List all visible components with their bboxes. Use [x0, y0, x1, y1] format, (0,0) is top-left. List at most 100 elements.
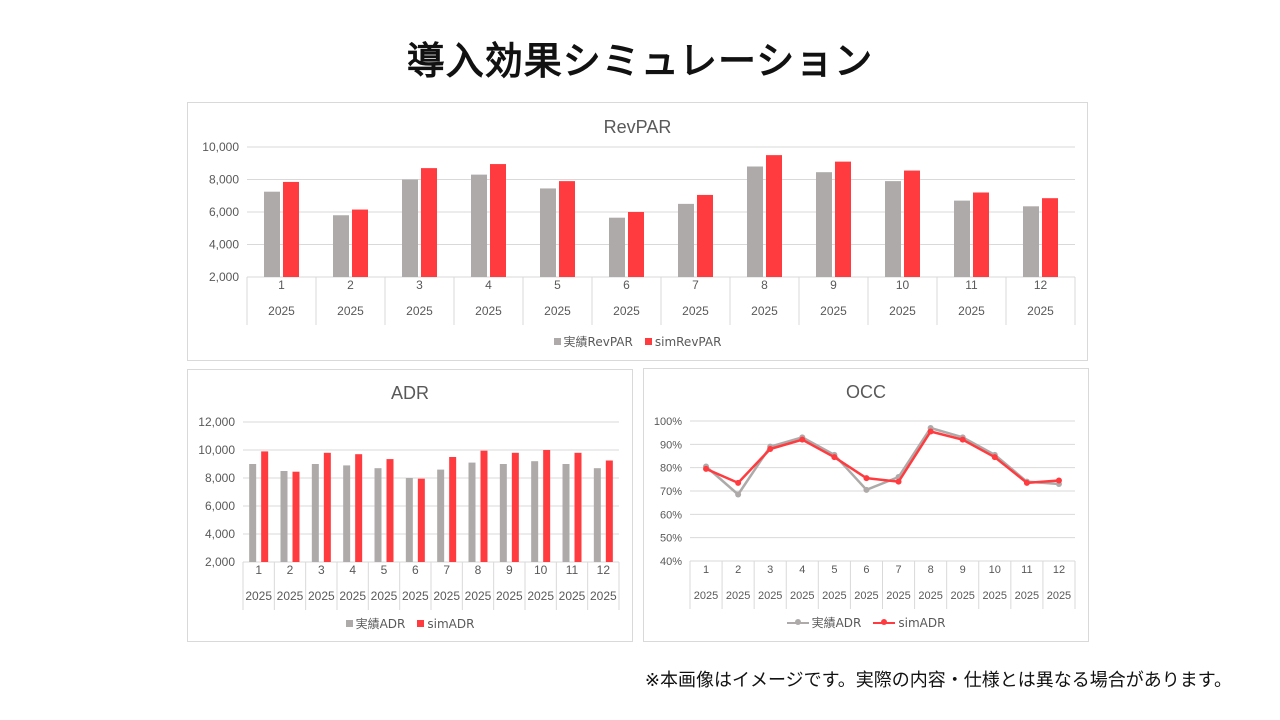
x-tick-label: 6	[412, 563, 419, 577]
bar-actual	[280, 471, 288, 562]
x-group-label: 2025	[402, 589, 429, 603]
y-tick-label: 100%	[654, 416, 682, 428]
x-group-label: 2025	[308, 589, 335, 603]
bar-sim	[355, 454, 363, 562]
x-tick-label: 10	[534, 563, 548, 577]
data-point-sim	[1023, 479, 1030, 486]
y-tick-label: 8,000	[205, 471, 235, 485]
bar-sim	[480, 450, 488, 562]
legend-swatch-actual	[345, 620, 353, 627]
bar-actual	[885, 181, 901, 277]
bar-actual	[593, 468, 601, 562]
bar-sim	[543, 450, 551, 562]
x-tick-label: 12	[597, 563, 611, 577]
legend-item-actual: 実績ADR	[345, 615, 406, 632]
data-point-sim	[831, 454, 838, 461]
bar-sim	[766, 155, 782, 277]
data-point-sim	[895, 478, 902, 485]
occ-chart-panel: OCC 40% 50% 60% 70% 80% 90% 100% 1 2025 2 2025 3 202…	[643, 368, 1089, 642]
x-tick-label: 5	[831, 564, 837, 576]
x-group-label: 2025	[758, 590, 782, 602]
y-tick-label: 40%	[660, 556, 682, 568]
bar-sim	[490, 164, 506, 277]
x-tick-label: 11	[1021, 564, 1032, 576]
data-point-sim	[735, 479, 742, 486]
bar-sim	[904, 170, 920, 277]
occ-chart-svg: 40% 50% 60% 70% 80% 90% 100% 1 2025 2 2025 3 2025 4 20…	[654, 416, 1076, 609]
adr-chart-svg: 2,000 4,000 6,000 8,000 10,000 12,000 1 2025 2 20…	[198, 415, 620, 610]
legend-label: 実績ADR	[355, 617, 406, 631]
x-tick-label: 9	[506, 563, 513, 577]
x-group-label: 2025	[958, 304, 985, 318]
bar-sim	[559, 181, 575, 277]
x-group-label: 2025	[790, 590, 814, 602]
bar-sim	[697, 194, 713, 277]
bar-sim	[261, 451, 269, 562]
x-group-label: 2025	[339, 589, 366, 603]
bar-actual	[816, 172, 832, 277]
x-tick-label: 2	[735, 564, 741, 576]
x-group-label: 2025	[822, 590, 846, 602]
bar-sim	[421, 168, 437, 277]
data-point-sim	[703, 465, 710, 472]
legend-item-actual: 実績RevPAR	[553, 333, 633, 350]
x-group-label: 2025	[751, 304, 778, 318]
data-point-sim	[1055, 477, 1062, 484]
legend-item-sim: simRevPAR	[644, 335, 721, 349]
x-group-label: 2025	[433, 589, 460, 603]
x-group-label: 2025	[1015, 590, 1039, 602]
bar-actual	[249, 464, 257, 562]
bar-sim	[386, 459, 394, 562]
series-line-sim	[705, 430, 1060, 485]
revpar-chart-panel: RevPAR 2,000 4,000 6,000 8,000 10,000 1 2025 2 2…	[187, 102, 1088, 361]
x-tick-label: 7	[895, 564, 901, 576]
x-tick-label: 8	[475, 563, 482, 577]
data-point-sim	[927, 428, 934, 435]
bar-actual	[311, 464, 319, 562]
x-tick-label: 11	[566, 563, 579, 577]
x-group-label: 2025	[613, 304, 640, 318]
x-group-label: 2025	[889, 304, 916, 318]
bar-actual	[264, 191, 280, 277]
x-tick-label: 10	[896, 278, 910, 292]
x-tick-label: 2	[347, 278, 354, 292]
page-title: 導入効果シミュレーション	[406, 39, 874, 83]
bar-sim	[574, 452, 582, 562]
bar-sim	[1042, 198, 1058, 277]
x-group-label: 2025	[1047, 590, 1071, 602]
bar-sim	[449, 457, 457, 562]
bar-sim	[417, 478, 425, 562]
x-group-label: 2025	[544, 304, 571, 318]
bar-sim	[605, 460, 613, 562]
x-tick-label: 9	[830, 278, 837, 292]
data-point-actual	[863, 486, 870, 493]
x-tick-label: 3	[416, 278, 423, 292]
x-tick-label: 3	[318, 563, 325, 577]
x-group-label: 2025	[983, 590, 1007, 602]
chart-title: RevPAR	[603, 117, 672, 137]
x-group-label: 2025	[820, 304, 847, 318]
bar-actual	[405, 478, 413, 562]
bar-actual	[471, 174, 487, 277]
x-tick-label: 6	[623, 278, 630, 292]
bar-actual	[343, 465, 351, 562]
disclaimer-note: ※本画像はイメージです。実際の内容・仕様とは異なる場合があります。	[644, 670, 1232, 691]
legend-swatch-actual	[553, 338, 561, 345]
y-tick-label: 2,000	[205, 555, 235, 569]
legend-label: 実績RevPAR	[563, 335, 633, 349]
x-tick-label: 4	[485, 278, 492, 292]
x-tick-label: 4	[799, 564, 805, 576]
x-group-label: 2025	[406, 304, 433, 318]
x-group-label: 2025	[268, 304, 295, 318]
x-group-label: 2025	[854, 590, 878, 602]
data-point-sim	[799, 436, 806, 443]
x-group-label: 2025	[726, 590, 750, 602]
x-group-label: 2025	[886, 590, 910, 602]
x-tick-label: 7	[692, 278, 699, 292]
bar-sim	[973, 192, 989, 277]
y-tick-label: 10,000	[202, 140, 239, 154]
bar-actual	[609, 217, 625, 277]
bar-sim	[835, 161, 851, 277]
x-tick-label: 12	[1034, 278, 1048, 292]
bar-actual	[402, 179, 418, 277]
